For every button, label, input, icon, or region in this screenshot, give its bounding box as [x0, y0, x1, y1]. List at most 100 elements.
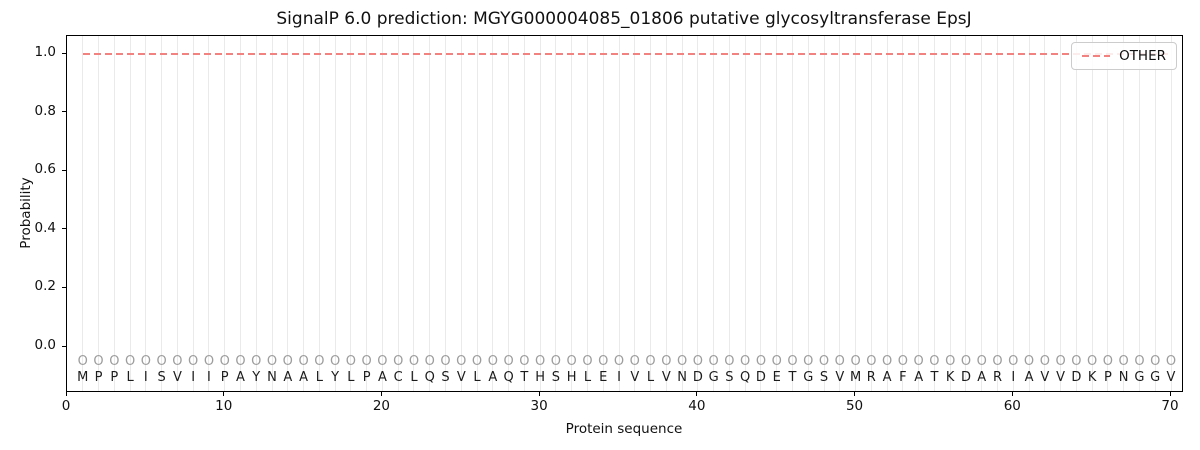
residue-letter: R [992, 369, 1003, 385]
x-tick-label: 20 [372, 398, 391, 414]
residue-marker: O [298, 353, 309, 369]
residue-letter: K [945, 369, 955, 385]
residue-marker: O [945, 353, 956, 369]
residue-marker: O [661, 353, 672, 369]
gridline [98, 36, 100, 391]
residue-marker: O [519, 353, 530, 369]
residue-letter: A [1024, 369, 1034, 385]
residue-letter: A [299, 369, 309, 385]
residue-letter: L [583, 369, 592, 385]
residue-letter: T [930, 369, 939, 385]
gridline [318, 36, 320, 391]
gridline [713, 36, 715, 391]
residue-letter: M [849, 369, 862, 385]
residue-letter: H [535, 369, 546, 385]
gridline [1012, 36, 1014, 391]
residue-marker: O [850, 353, 861, 369]
residue-letter: G [1150, 369, 1161, 385]
gridline [255, 36, 257, 391]
residue-marker: O [566, 353, 577, 369]
y-tick-label: 1.0 [34, 44, 56, 60]
residue-letter: R [866, 369, 876, 385]
y-tick [62, 228, 66, 230]
gridline [1170, 36, 1172, 391]
residue-letter: A [377, 369, 387, 385]
residue-marker: O [629, 353, 640, 369]
other-probability-line [82, 53, 1171, 55]
gridline [1091, 36, 1093, 391]
residue-marker: O [755, 353, 767, 369]
residue-letter: A [977, 369, 987, 385]
gridline [618, 36, 620, 391]
residue-marker: O [1023, 353, 1035, 369]
residue-letter: V [661, 369, 671, 385]
residue-marker: O [834, 353, 845, 369]
residue-marker: O [361, 353, 372, 369]
residue-letter: Y [331, 369, 340, 385]
x-axis-label: Protein sequence [565, 421, 683, 437]
residue-marker: O [897, 353, 908, 369]
gridline [271, 36, 273, 391]
gridline [113, 36, 115, 391]
y-tick-label: 0.8 [34, 102, 56, 119]
residue-marker: O [456, 353, 467, 369]
x-tick [854, 392, 856, 396]
gridline [918, 36, 920, 391]
gridline [429, 36, 431, 391]
gridline [634, 36, 636, 391]
residue-letter: V [1056, 369, 1066, 385]
residue-marker: O [787, 353, 798, 369]
residue-marker: O [393, 353, 404, 369]
residue-letter: V [630, 369, 640, 385]
gridline [555, 36, 557, 391]
residue-marker: O [550, 353, 562, 369]
gridline [744, 36, 746, 391]
gridline [949, 36, 951, 391]
residue-marker: O [708, 353, 719, 369]
residue-letter: E [599, 369, 608, 385]
gridline [192, 36, 194, 391]
residue-letter: L [410, 369, 418, 385]
residue-letter: A [882, 369, 892, 385]
residue-letter: L [347, 369, 355, 385]
gridline [539, 36, 541, 391]
y-tick [62, 345, 66, 347]
gridline [571, 36, 573, 391]
residue-marker: O [676, 353, 688, 369]
chart-title: SignalP 6.0 prediction: MGYG000004085_01… [276, 9, 972, 29]
x-tick [380, 392, 382, 396]
gridline [413, 36, 415, 391]
residue-letter: P [220, 369, 229, 385]
residue-letter: A [488, 369, 498, 385]
residue-letter: Q [740, 369, 751, 385]
residue-marker: O [1150, 353, 1161, 369]
gridline [823, 36, 825, 391]
gridline [366, 36, 368, 391]
legend-dashed-line-sample [1082, 55, 1111, 57]
gridline [508, 36, 510, 391]
residue-letter: A [283, 369, 293, 385]
residue-letter: E [772, 369, 781, 385]
residue-letter: S [441, 369, 450, 385]
residue-marker: O [1055, 353, 1066, 369]
residue-marker: O [866, 353, 877, 369]
y-tick-label: 0.6 [34, 161, 56, 178]
residue-marker: O [1039, 353, 1050, 369]
residue-marker: O [156, 353, 167, 369]
residue-marker: O [740, 353, 751, 369]
gridline [239, 36, 241, 391]
gridline [870, 36, 872, 391]
residue-letter: I [1011, 369, 1016, 385]
residue-letter: I [143, 369, 148, 385]
gridline [602, 36, 604, 391]
residue-letter: A [236, 369, 245, 385]
gridline [445, 36, 446, 391]
gridline [760, 36, 762, 391]
residue-marker: O [188, 353, 199, 369]
gridline [161, 36, 163, 391]
residue-marker: O [314, 353, 325, 369]
residue-letter: V [456, 369, 466, 385]
y-tick [62, 169, 66, 171]
gridline [350, 36, 352, 391]
x-tick [1011, 392, 1013, 396]
